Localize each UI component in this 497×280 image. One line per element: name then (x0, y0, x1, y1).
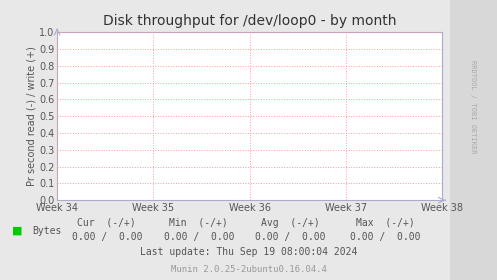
Text: ■: ■ (12, 226, 23, 236)
Text: Last update: Thu Sep 19 08:00:04 2024: Last update: Thu Sep 19 08:00:04 2024 (140, 247, 357, 257)
Text: 0.00 /  0.00: 0.00 / 0.00 (164, 232, 234, 242)
Text: Cur  (-/+): Cur (-/+) (78, 218, 136, 228)
Text: Bytes: Bytes (32, 226, 62, 236)
Text: RRDTOOL / TOBI OETIKER: RRDTOOL / TOBI OETIKER (470, 60, 477, 153)
Y-axis label: Pr second read (-) / write (+): Pr second read (-) / write (+) (26, 46, 36, 186)
Text: 0.00 /  0.00: 0.00 / 0.00 (350, 232, 420, 242)
Text: 0.00 /  0.00: 0.00 / 0.00 (72, 232, 142, 242)
Text: Munin 2.0.25-2ubuntu0.16.04.4: Munin 2.0.25-2ubuntu0.16.04.4 (170, 265, 327, 274)
Text: Max  (-/+): Max (-/+) (356, 218, 414, 228)
Title: Disk throughput for /dev/loop0 - by month: Disk throughput for /dev/loop0 - by mont… (103, 14, 397, 28)
Text: Min  (-/+): Min (-/+) (169, 218, 228, 228)
Text: 0.00 /  0.00: 0.00 / 0.00 (255, 232, 326, 242)
Text: Avg  (-/+): Avg (-/+) (261, 218, 320, 228)
